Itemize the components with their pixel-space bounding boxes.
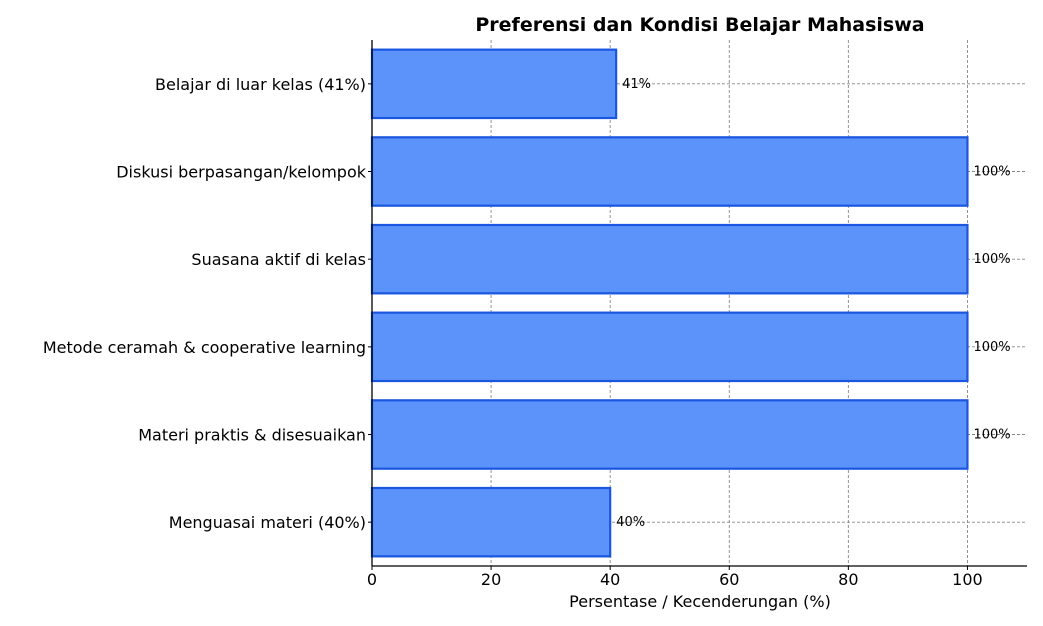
data-label: 100% [973, 165, 1010, 180]
bar [370, 136, 969, 207]
data-label: 40% [616, 515, 645, 530]
category-label: Diskusi berpasangan/kelompok [116, 163, 367, 182]
data-label: 100% [973, 252, 1010, 267]
category-label: Metode ceramah & cooperative learning [43, 338, 366, 357]
category-label: Suasana aktif di kelas [191, 250, 366, 269]
data-label: 100% [973, 340, 1010, 355]
bars [370, 48, 969, 558]
bar [370, 311, 969, 383]
x-tick-label: 40 [600, 570, 620, 589]
category-label: Menguasai materi (40%) [169, 513, 366, 532]
bar [370, 399, 969, 470]
chart-title: Preferensi dan Kondisi Belajar Mahasiswa [475, 14, 924, 36]
x-tick-label: 80 [838, 570, 858, 589]
x-axis-label: Persentase / Kecenderungan (%) [569, 592, 831, 611]
bar [370, 486, 612, 558]
data-label: 41% [622, 77, 651, 92]
bar [370, 223, 969, 295]
bar [370, 48, 618, 120]
category-label: Materi praktis & disesuaikan [138, 426, 366, 445]
x-tick-label: 100 [952, 570, 983, 589]
x-tick-label: 20 [481, 570, 501, 589]
labels: 0 20 40 60 80 100 Belajar di luar kelas (41%) 4… [43, 75, 1011, 589]
x-tick-label: 0 [367, 570, 377, 589]
data-label: 100% [973, 428, 1010, 443]
category-label: Belajar di luar kelas (41%) [155, 75, 366, 94]
x-tick-label: 60 [719, 570, 739, 589]
